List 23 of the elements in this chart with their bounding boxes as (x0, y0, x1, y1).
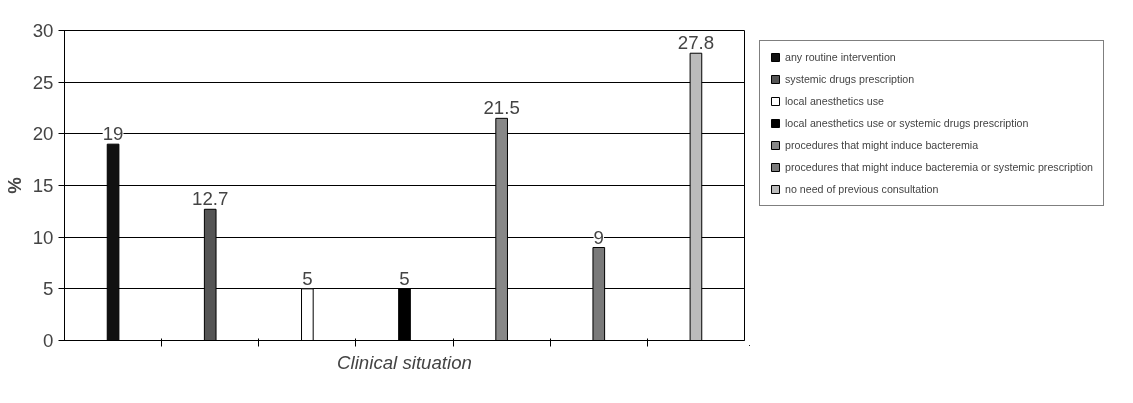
legend-label: systemic drugs prescription (785, 73, 915, 85)
data-label: 21.5 (483, 97, 520, 119)
y-tick-label: 0 (43, 330, 54, 351)
data-label: 5 (399, 267, 410, 289)
y-axis-title: % (3, 176, 25, 194)
y-tick-label: 15 (32, 175, 54, 196)
data-label: 19 (102, 123, 124, 145)
y-tick-label: 5 (43, 278, 54, 300)
legend-label: procedures that might induce bacteremia (785, 139, 979, 151)
y-tick-label: 30 (32, 20, 54, 41)
data-label: 5 (302, 267, 313, 289)
data-label: 27.8 (677, 32, 715, 54)
legend-label: no need of previous consultation (785, 183, 939, 195)
legend-label: local anesthetics use (785, 95, 884, 107)
y-tick-label: 20 (32, 123, 54, 145)
data-label: 12.7 (192, 188, 229, 210)
y-tick-label: 10 (32, 226, 54, 248)
x-axis-title: Clinical situation (337, 351, 472, 373)
data-label: 9 (593, 226, 604, 248)
legend-label: local anesthetics use or systemic drugs prescription (785, 117, 1029, 129)
y-tick-label: 25 (32, 71, 54, 93)
legend-label: procedures that might induce bacteremia or systemic prescription (785, 161, 1093, 173)
legend-label: any routine intervention (785, 51, 896, 63)
